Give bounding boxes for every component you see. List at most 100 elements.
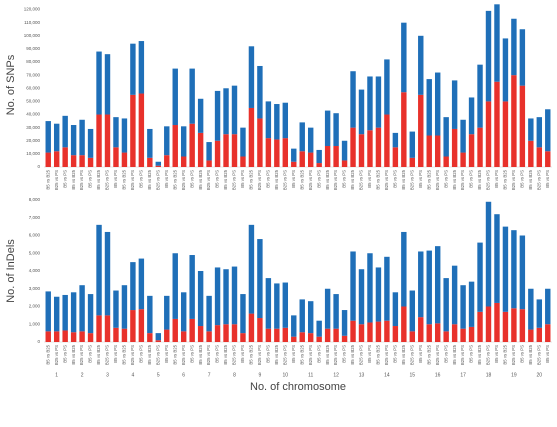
x-tick-label: B25 vs PS bbox=[486, 345, 491, 365]
x-tick-label: B25 vs PS bbox=[105, 345, 110, 365]
bar-segment bbox=[223, 269, 229, 325]
x-tick-label: B25 vs PS bbox=[257, 170, 262, 190]
bar-segment bbox=[375, 321, 382, 342]
bar-segment bbox=[45, 121, 51, 153]
y-tick-label: 3,000 bbox=[29, 286, 41, 291]
bar-segment bbox=[426, 135, 432, 167]
x-tick-label: B25 vs PS bbox=[435, 170, 440, 190]
bar-segment bbox=[138, 41, 145, 94]
bar-segment bbox=[536, 299, 543, 328]
bar-segment bbox=[53, 331, 60, 342]
x-tick-label: B25 vs PS bbox=[232, 170, 237, 190]
x-tick-label: B25 vs PS bbox=[536, 170, 541, 190]
bar-segment bbox=[223, 134, 229, 167]
bar-segment bbox=[274, 104, 280, 140]
y-tick-label: 5,000 bbox=[29, 250, 41, 255]
bar-segment bbox=[257, 318, 263, 342]
x-tick-label: B25 vs PS bbox=[181, 170, 186, 190]
bar-segment bbox=[79, 285, 85, 332]
x-tick-label: B5 vs B25 bbox=[274, 169, 279, 189]
x-tick-label: B5 vs B25 bbox=[477, 344, 482, 364]
bar-segment bbox=[274, 328, 280, 342]
bar-segment bbox=[307, 333, 314, 342]
bar-segment bbox=[409, 131, 416, 158]
x-tick-label: B5 vs B25 bbox=[96, 169, 101, 189]
bar-segment bbox=[96, 224, 102, 316]
bar-segment bbox=[87, 294, 94, 334]
group-label: 5 bbox=[157, 372, 160, 378]
bar-segment bbox=[367, 322, 373, 342]
bar-segment bbox=[130, 262, 136, 311]
bar-segment bbox=[307, 301, 314, 334]
bar-segment bbox=[451, 128, 458, 167]
bar-segment bbox=[460, 328, 466, 342]
x-tick-label: B5 vs B25 bbox=[401, 344, 406, 364]
y-axis-title: No. of SNPs bbox=[5, 54, 17, 115]
group-label: 9 bbox=[259, 372, 262, 378]
bar-segment bbox=[121, 118, 128, 153]
bar-segment bbox=[240, 156, 246, 167]
x-tick-label: B5 vs B25 bbox=[426, 344, 431, 364]
x-tick-label: B5 vs PS bbox=[215, 170, 220, 188]
bar-segment bbox=[282, 138, 289, 167]
bar-segment bbox=[443, 278, 449, 332]
x-tick-label: B25 vs PS bbox=[257, 345, 262, 365]
bar-segment bbox=[519, 235, 526, 310]
bar-segment bbox=[477, 64, 483, 128]
x-tick-label: B5 vs B25 bbox=[350, 344, 355, 364]
x-tick-label: B5 vs PS bbox=[62, 345, 67, 363]
bar-segment bbox=[180, 292, 187, 332]
bar-segment bbox=[214, 267, 221, 326]
bar-segment bbox=[62, 115, 68, 148]
bar-segment bbox=[528, 140, 534, 167]
x-tick-label: B5 vs PS bbox=[494, 170, 499, 188]
x-tick-label: B5 vs PS bbox=[545, 345, 550, 363]
y-tick-label: 6,000 bbox=[29, 233, 41, 238]
bar-segment bbox=[172, 318, 178, 342]
x-tick-label: B5 vs PS bbox=[418, 170, 423, 188]
bar-segment bbox=[121, 285, 128, 329]
bar-segment bbox=[240, 294, 246, 334]
bar-segment bbox=[248, 107, 255, 167]
x-tick-label: B5 vs B25 bbox=[172, 344, 177, 364]
bar-segment bbox=[70, 125, 77, 156]
x-tick-label: B5 vs PS bbox=[88, 345, 93, 363]
y-tick-label: 0 bbox=[37, 339, 40, 344]
bar-segment bbox=[333, 146, 339, 167]
bar-segment bbox=[282, 282, 289, 328]
x-tick-label: B25 vs PS bbox=[79, 170, 84, 190]
x-tick-label: B5 vs B25 bbox=[223, 169, 228, 189]
bar-segment bbox=[468, 281, 475, 327]
bar-segment bbox=[257, 65, 263, 119]
bar-segment bbox=[367, 130, 373, 167]
x-tick-label: B5 vs B25 bbox=[223, 344, 228, 364]
bar-segment bbox=[45, 291, 51, 332]
x-tick-label: B5 vs PS bbox=[469, 345, 474, 363]
bar-segment bbox=[358, 324, 365, 342]
bar-segment bbox=[426, 250, 432, 325]
y-tick-label: 7,000 bbox=[29, 215, 41, 220]
y-tick-label: 1,000 bbox=[29, 321, 41, 326]
bar-segment bbox=[147, 333, 153, 342]
y-tick-label: 100,000 bbox=[24, 33, 41, 38]
bar-segment bbox=[316, 163, 322, 167]
x-tick-label: B5 vs PS bbox=[88, 170, 93, 188]
bar-segment bbox=[113, 117, 119, 148]
bar-segment bbox=[70, 292, 77, 333]
bar-segment bbox=[299, 122, 305, 152]
x-tick-label: B5 vs PS bbox=[367, 170, 372, 188]
x-tick-label: B25 vs PS bbox=[409, 170, 414, 190]
bar-segment bbox=[223, 324, 229, 342]
y-tick-label: 120,000 bbox=[24, 7, 41, 12]
group-label: 10 bbox=[283, 372, 289, 378]
bar-segment bbox=[138, 93, 145, 167]
bar-segment bbox=[45, 152, 51, 167]
bar-segment bbox=[299, 332, 305, 342]
group-label: 13 bbox=[359, 372, 365, 378]
bar-segment bbox=[248, 313, 255, 342]
bar-segment bbox=[418, 35, 424, 95]
y-tick-label: 60,000 bbox=[26, 85, 40, 90]
bar-segment bbox=[248, 46, 255, 108]
bar-segment bbox=[231, 85, 238, 135]
x-tick-label: B5 vs B25 bbox=[198, 169, 203, 189]
